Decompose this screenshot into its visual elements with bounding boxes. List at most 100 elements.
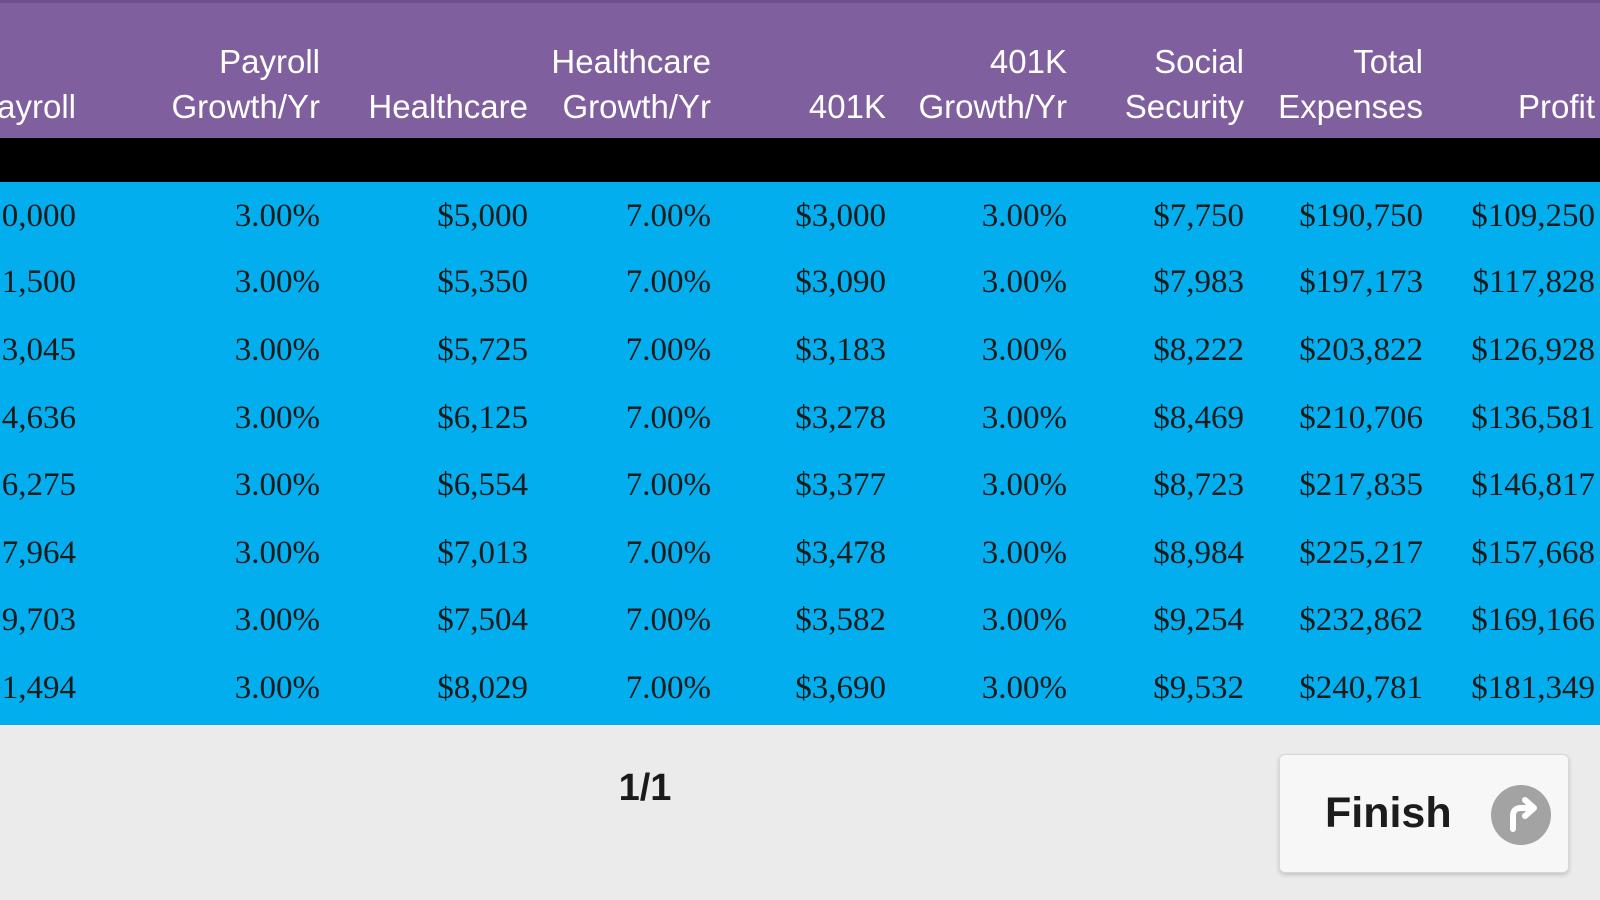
cell-profit: $181,349 — [1471, 670, 1595, 706]
cell-profit: $136,581 — [1471, 400, 1595, 436]
table-row: 1,500 3.00% $5,350 7.00% $3,090 3.00% $7… — [0, 248, 1600, 316]
cell-profit: $126,928 — [1471, 332, 1595, 368]
cell-healthcare: $5,350 — [437, 264, 528, 300]
cell-payroll: 1,500 — [1, 264, 76, 300]
cell-total-expenses: $240,781 — [1299, 670, 1423, 706]
cell-401k-growth: 3.00% — [981, 670, 1067, 706]
table-row: 9,703 3.00% $7,504 7.00% $3,582 3.00% $9… — [0, 586, 1600, 654]
cell-social-security: $9,254 — [1153, 602, 1244, 638]
cell-healthcare: $5,725 — [437, 332, 528, 368]
column-header-401k-growth: 401K Growth/Yr — [900, 3, 1067, 138]
column-header-line1: Healthcare — [551, 43, 711, 80]
cell-payroll-growth: 3.00% — [234, 400, 320, 436]
column-header-line2: Expenses — [1278, 88, 1423, 125]
cell-401k: $3,183 — [795, 332, 886, 368]
cell-401k: $3,377 — [795, 467, 886, 503]
column-header-payroll: ayroll — [0, 3, 76, 138]
cell-total-expenses: $190,750 — [1299, 198, 1423, 234]
column-header-healthcare: Healthcare — [340, 3, 528, 138]
table-row: 1,494 3.00% $8,029 7.00% $3,690 3.00% $9… — [0, 654, 1600, 722]
cell-healthcare-growth: 7.00% — [625, 467, 711, 503]
table-header: ayroll Payroll Growth/Yr Healthcare Heal… — [0, 0, 1600, 138]
column-header-line2: 401K — [808, 88, 886, 125]
column-header-line2: Profit — [1517, 88, 1595, 125]
cell-payroll-growth: 3.00% — [234, 467, 320, 503]
cell-401k: $3,690 — [795, 670, 886, 706]
column-header-line2: Security — [1124, 88, 1244, 125]
cell-401k: $3,478 — [795, 535, 886, 571]
finish-button-label: Finish — [1325, 789, 1452, 837]
cell-payroll: 0,000 — [1, 198, 76, 234]
cell-profit: $157,668 — [1471, 535, 1595, 571]
cell-healthcare: $6,125 — [437, 400, 528, 436]
finish-button[interactable]: Finish — [1279, 754, 1569, 873]
column-header-payroll-growth: Payroll Growth/Yr — [140, 3, 320, 138]
cell-total-expenses: $203,822 — [1299, 332, 1423, 368]
cell-profit: $146,817 — [1471, 467, 1595, 503]
column-header-line2: Growth/Yr — [918, 88, 1067, 125]
table-row: 6,275 3.00% $6,554 7.00% $3,377 3.00% $8… — [0, 451, 1600, 519]
cell-payroll-growth: 3.00% — [234, 264, 320, 300]
cell-profit: $117,828 — [1472, 264, 1595, 300]
cell-401k-growth: 3.00% — [981, 198, 1067, 234]
cell-payroll: 9,703 — [1, 602, 76, 638]
header-separator-band — [0, 138, 1600, 182]
cell-401k: $3,582 — [795, 602, 886, 638]
table-row: 4,636 3.00% $6,125 7.00% $3,278 3.00% $8… — [0, 384, 1600, 452]
cell-payroll: 4,636 — [1, 400, 76, 436]
column-header-line2: ayroll — [0, 88, 76, 125]
cell-healthcare-growth: 7.00% — [625, 264, 711, 300]
cell-401k-growth: 3.00% — [981, 602, 1067, 638]
cell-401k-growth: 3.00% — [981, 400, 1067, 436]
cell-healthcare: $7,504 — [437, 602, 528, 638]
column-header-line1: Payroll — [219, 43, 320, 80]
cell-healthcare: $8,029 — [437, 670, 528, 706]
cell-total-expenses: $225,217 — [1299, 535, 1423, 571]
column-header-line1: 401K — [989, 43, 1067, 80]
column-header-line1: Social — [1154, 43, 1244, 80]
cell-total-expenses: $217,835 — [1299, 467, 1423, 503]
column-header-social-security: Social Security — [1080, 3, 1244, 138]
cell-healthcare-growth: 7.00% — [625, 332, 711, 368]
redo-arrow-icon — [1491, 785, 1551, 845]
table-body: 0,000 3.00% $5,000 7.00% $3,000 3.00% $7… — [0, 182, 1600, 725]
cell-payroll: 7,964 — [1, 535, 76, 571]
cell-social-security: $8,984 — [1153, 535, 1244, 571]
cell-social-security: $7,750 — [1153, 198, 1244, 234]
cell-payroll: 6,275 — [1, 467, 76, 503]
column-header-profit: Profit — [1435, 3, 1595, 138]
cell-payroll-growth: 3.00% — [234, 670, 320, 706]
cell-social-security: $8,469 — [1153, 400, 1244, 436]
cell-payroll-growth: 3.00% — [234, 535, 320, 571]
cell-healthcare-growth: 7.00% — [625, 198, 711, 234]
cell-401k-growth: 3.00% — [981, 467, 1067, 503]
cell-social-security: $8,222 — [1153, 332, 1244, 368]
cell-payroll-growth: 3.00% — [234, 602, 320, 638]
cell-healthcare-growth: 7.00% — [625, 535, 711, 571]
column-header-healthcare-growth: Healthcare Growth/Yr — [540, 3, 711, 138]
cell-payroll: 3,045 — [1, 332, 76, 368]
cell-401k: $3,000 — [795, 198, 886, 234]
cell-total-expenses: $232,862 — [1299, 602, 1423, 638]
cell-payroll-growth: 3.00% — [234, 198, 320, 234]
cell-social-security: $8,723 — [1153, 467, 1244, 503]
cell-healthcare-growth: 7.00% — [625, 602, 711, 638]
page-indicator: 1/1 — [618, 767, 672, 809]
cell-401k-growth: 3.00% — [981, 332, 1067, 368]
footer-bar: 1/1 Finish — [0, 725, 1600, 900]
cell-social-security: $9,532 — [1153, 670, 1244, 706]
table-row: 7,964 3.00% $7,013 7.00% $3,478 3.00% $8… — [0, 519, 1600, 587]
cell-total-expenses: $197,173 — [1299, 264, 1423, 300]
table-row: 0,000 3.00% $5,000 7.00% $3,000 3.00% $7… — [0, 182, 1600, 250]
column-header-line2: Growth/Yr — [171, 88, 320, 125]
cell-payroll: 1,494 — [1, 670, 76, 706]
cell-healthcare-growth: 7.00% — [625, 400, 711, 436]
cell-payroll-growth: 3.00% — [234, 332, 320, 368]
cell-healthcare-growth: 7.00% — [625, 670, 711, 706]
cell-401k-growth: 3.00% — [981, 535, 1067, 571]
table-row: 3,045 3.00% $5,725 7.00% $3,183 3.00% $8… — [0, 316, 1600, 384]
cell-healthcare: $7,013 — [437, 535, 528, 571]
cell-401k-growth: 3.00% — [981, 264, 1067, 300]
cell-profit: $169,166 — [1471, 602, 1595, 638]
